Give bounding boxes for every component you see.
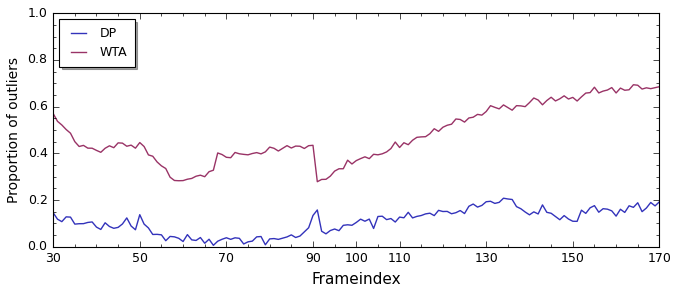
DP bbox=[49, 211, 57, 215]
Y-axis label: Proportion of outliers: Proportion of outliers bbox=[7, 57, 20, 203]
Line: WTA: WTA bbox=[53, 85, 660, 182]
WTA bbox=[49, 112, 57, 115]
WTA bbox=[313, 180, 321, 183]
WTA bbox=[54, 120, 62, 123]
WTA bbox=[84, 146, 92, 150]
DP bbox=[634, 201, 642, 205]
WTA bbox=[569, 96, 577, 99]
Line: DP: DP bbox=[53, 198, 660, 245]
DP bbox=[54, 218, 62, 221]
DP bbox=[573, 220, 581, 223]
Legend: DP, WTA: DP, WTA bbox=[60, 19, 134, 67]
DP bbox=[586, 206, 594, 210]
WTA bbox=[629, 83, 637, 86]
DP bbox=[500, 196, 508, 200]
DP bbox=[84, 221, 92, 224]
WTA bbox=[582, 91, 590, 95]
WTA bbox=[248, 152, 256, 155]
DP bbox=[210, 243, 218, 247]
X-axis label: Frameindex: Frameindex bbox=[311, 272, 401, 287]
DP bbox=[253, 235, 261, 239]
WTA bbox=[634, 83, 642, 87]
DP bbox=[656, 200, 664, 203]
WTA bbox=[656, 85, 664, 88]
